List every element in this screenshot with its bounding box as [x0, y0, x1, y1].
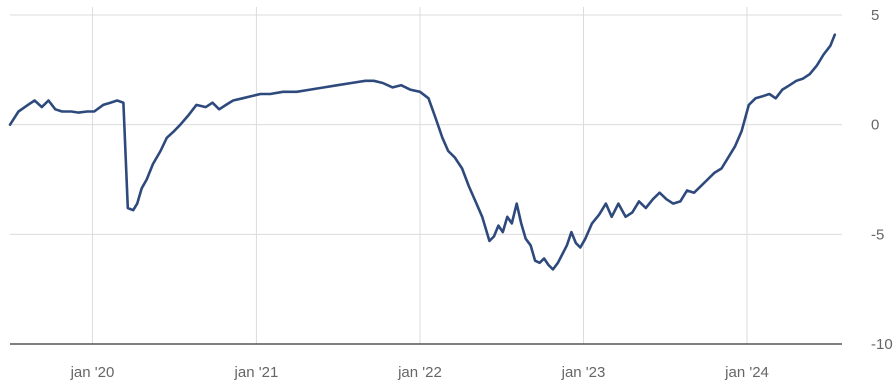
x-tick-label: jan '24	[724, 364, 769, 380]
x-tick-label: jan '23	[561, 364, 606, 380]
y-tick-label: -5	[871, 226, 884, 243]
x-tick-label: jan '22	[397, 364, 442, 380]
y-tick-label: 0	[871, 117, 879, 134]
y-tick-label: -10	[871, 336, 893, 353]
x-tick-label: jan '21	[234, 364, 279, 380]
x-tick-label: jan '20	[70, 364, 115, 380]
grid-lines	[10, 7, 842, 344]
series-line	[8, 33, 837, 271]
y-tick-label: 5	[871, 7, 879, 24]
